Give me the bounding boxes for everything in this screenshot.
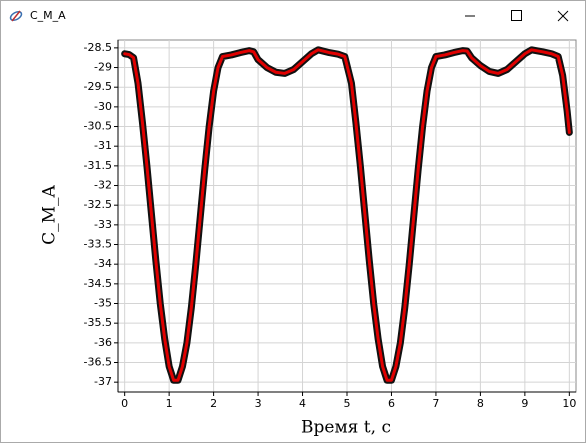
x-tick-label: 3 <box>255 397 262 410</box>
x-tick-label: 7 <box>432 397 439 410</box>
y-tick-label: -35 <box>94 297 112 310</box>
y-tick-label: -33.5 <box>84 238 112 251</box>
y-tick-label: -32.5 <box>84 198 112 211</box>
x-axis-label: Время t, с <box>301 418 391 438</box>
series <box>121 46 573 384</box>
y-tick-label: -31 <box>94 139 112 152</box>
y-tick-label: -30.5 <box>84 120 112 133</box>
maximize-button[interactable] <box>511 10 522 21</box>
x-tick-label: 9 <box>521 397 528 410</box>
y-tick-label: -35.5 <box>84 316 112 329</box>
y-tick-label: -34.5 <box>84 277 112 290</box>
x-tick-label: 4 <box>299 397 306 410</box>
series-line <box>123 48 571 382</box>
y-tick-label: -32 <box>94 179 112 192</box>
x-tick-label: 5 <box>344 397 351 410</box>
y-tick-label: -28.5 <box>84 41 112 54</box>
y-tick-label: -36 <box>94 336 112 349</box>
y-tick-label: -29.5 <box>84 80 112 93</box>
y-axis-label: C_M_A <box>40 184 60 244</box>
x-tick-label: 8 <box>477 397 484 410</box>
y-tick-label: -34 <box>94 257 112 270</box>
y-tick-label: -36.5 <box>84 356 112 369</box>
x-tick-label: 0 <box>121 397 128 410</box>
y-tick-label: -31.5 <box>84 159 112 172</box>
y-tick-label: -30 <box>94 100 112 113</box>
y-tick-label: -33 <box>94 218 112 231</box>
y-tick-label: -37 <box>94 375 112 388</box>
y-tick-label: -29 <box>94 61 112 74</box>
x-tick-label: 10 <box>562 397 576 410</box>
app-icon <box>9 10 23 22</box>
window-title: C_M_A <box>30 9 66 22</box>
x-tick-label: 6 <box>388 397 395 410</box>
x-tick-label: 2 <box>210 397 217 410</box>
x-tick-label: 1 <box>166 397 173 410</box>
close-button[interactable] <box>557 10 569 22</box>
